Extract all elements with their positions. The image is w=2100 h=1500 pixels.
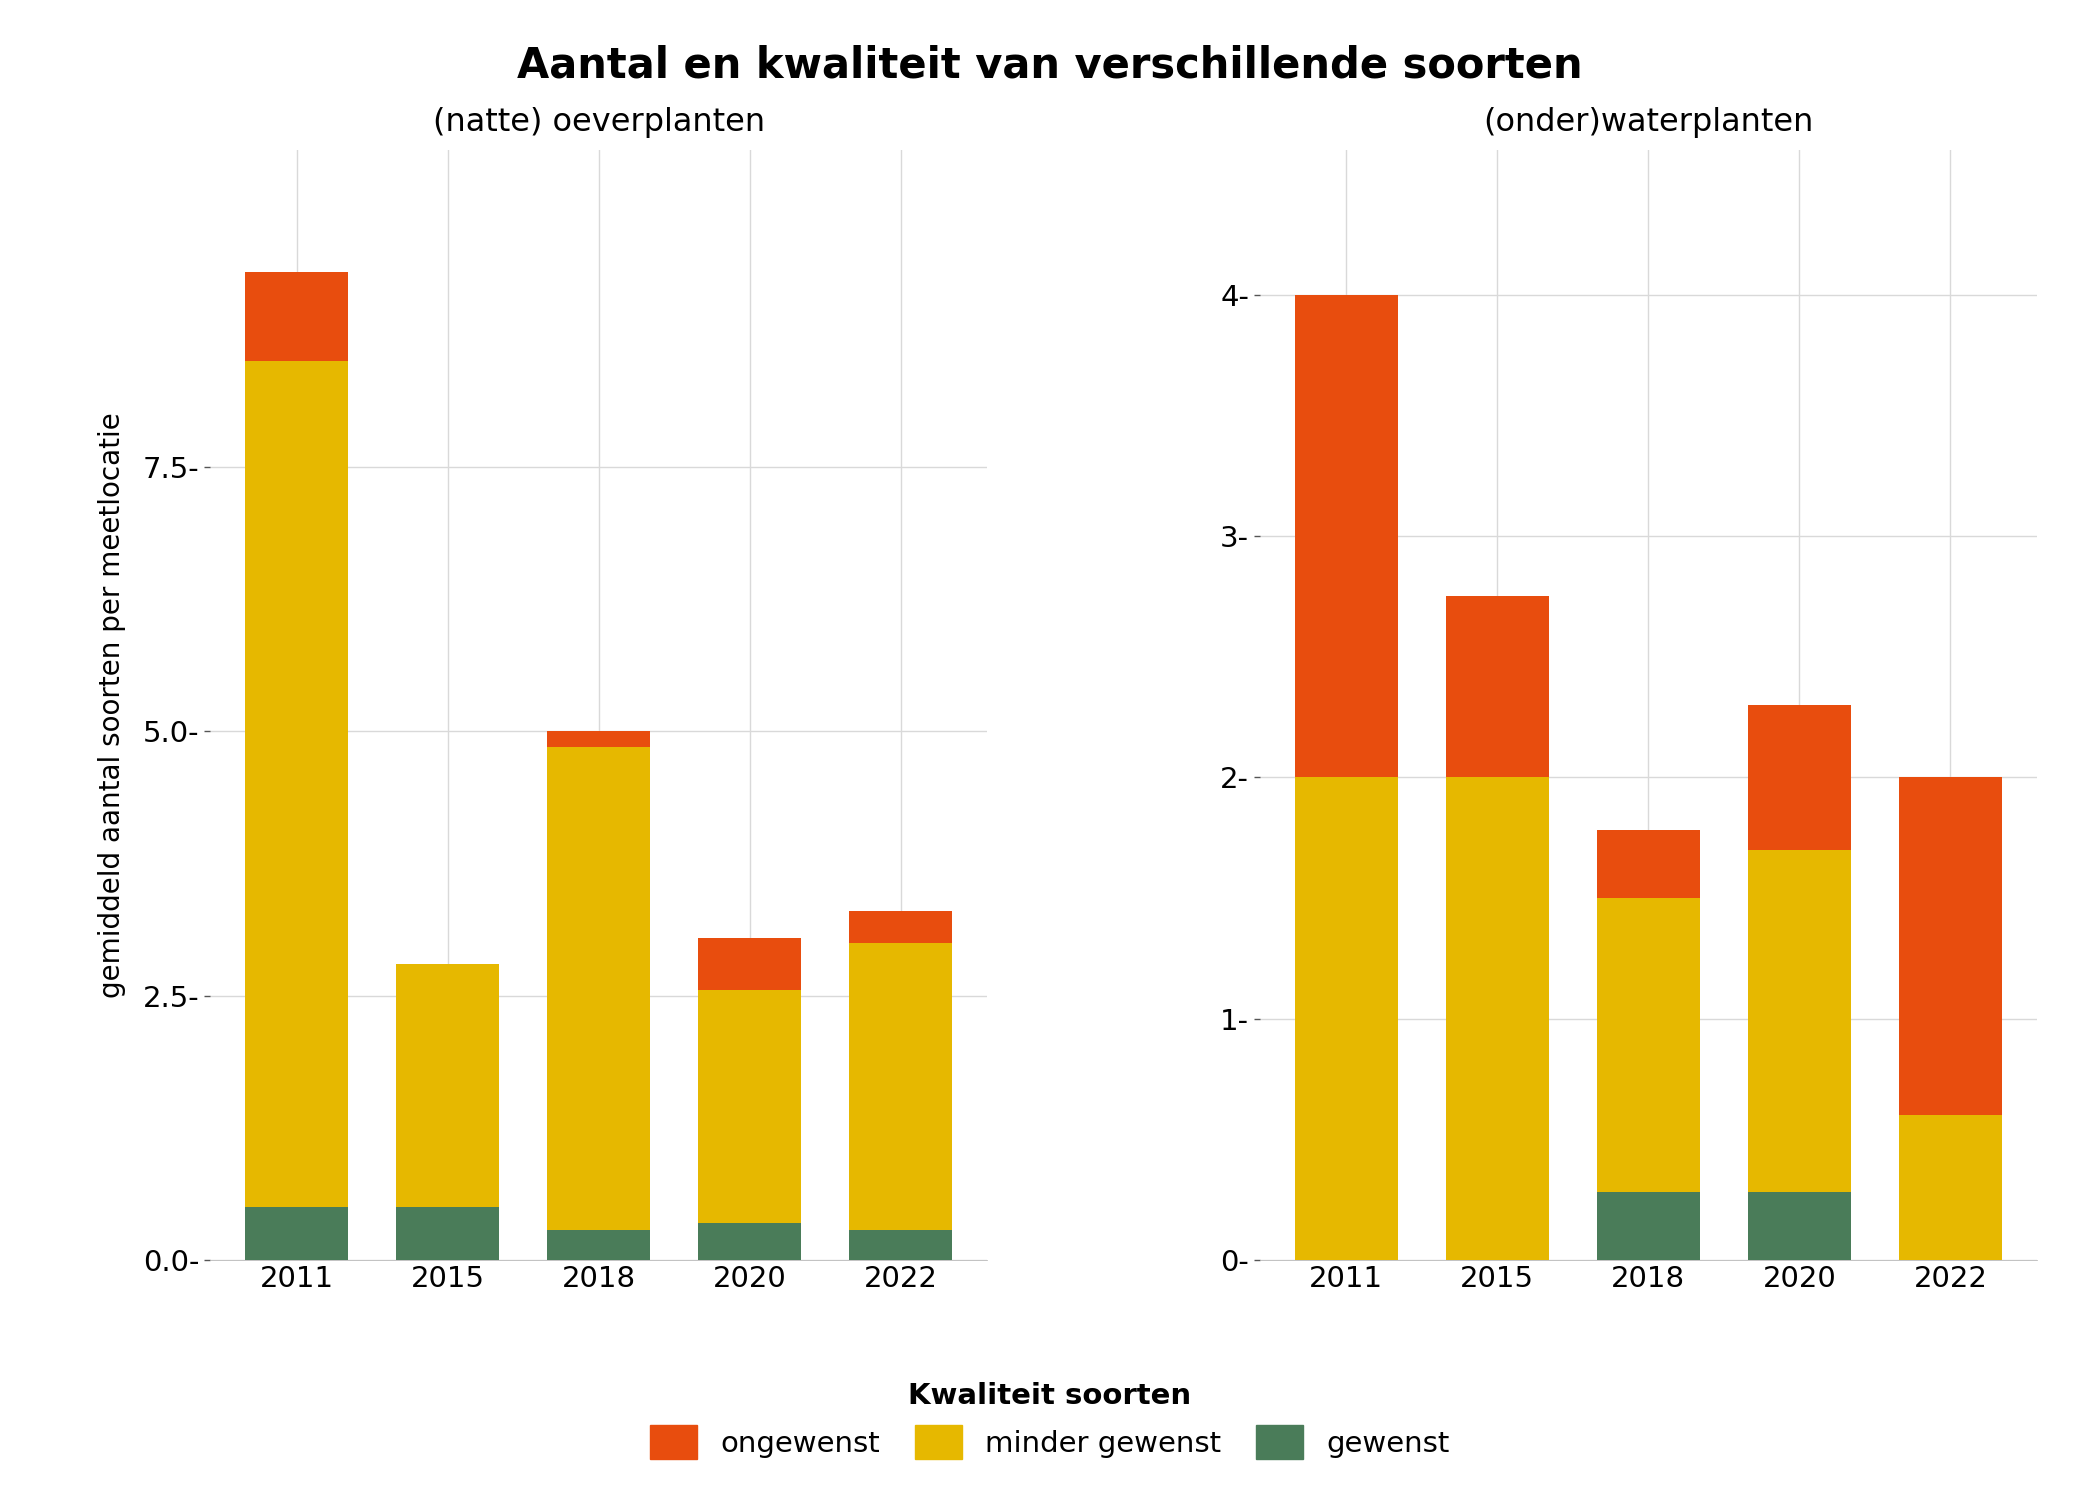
Bar: [397, 964, 500, 1208]
Bar: [1898, 777, 2001, 1114]
Title: (onder)waterplanten: (onder)waterplanten: [1483, 106, 1814, 138]
Text: Aantal en kwaliteit van verschillende soorten: Aantal en kwaliteit van verschillende so…: [517, 45, 1583, 87]
Legend: ongewenst, minder gewenst, gewenst: ongewenst, minder gewenst, gewenst: [638, 1371, 1462, 1470]
Bar: [1296, 296, 1399, 777]
Bar: [1596, 831, 1699, 898]
Title: (natte) oeverplanten: (natte) oeverplanten: [433, 106, 764, 138]
Bar: [699, 1222, 800, 1260]
Bar: [246, 362, 349, 1208]
Bar: [397, 1208, 500, 1260]
Bar: [848, 1230, 951, 1260]
Bar: [1596, 898, 1699, 1192]
Bar: [1898, 1114, 2001, 1260]
Bar: [548, 732, 651, 747]
Bar: [1596, 1192, 1699, 1260]
Bar: [1447, 597, 1548, 777]
Bar: [848, 944, 951, 1230]
Bar: [699, 938, 800, 990]
Bar: [1296, 777, 1399, 1260]
Bar: [848, 910, 951, 944]
Bar: [1747, 1192, 1850, 1260]
Bar: [246, 272, 349, 362]
Bar: [699, 990, 800, 1222]
Bar: [548, 747, 651, 1230]
Bar: [1747, 705, 1850, 850]
Bar: [1747, 850, 1850, 1192]
Y-axis label: gemiddeld aantal soorten per meetlocatie: gemiddeld aantal soorten per meetlocatie: [99, 413, 126, 998]
Bar: [246, 1208, 349, 1260]
Bar: [1447, 777, 1548, 1260]
Bar: [548, 1230, 651, 1260]
